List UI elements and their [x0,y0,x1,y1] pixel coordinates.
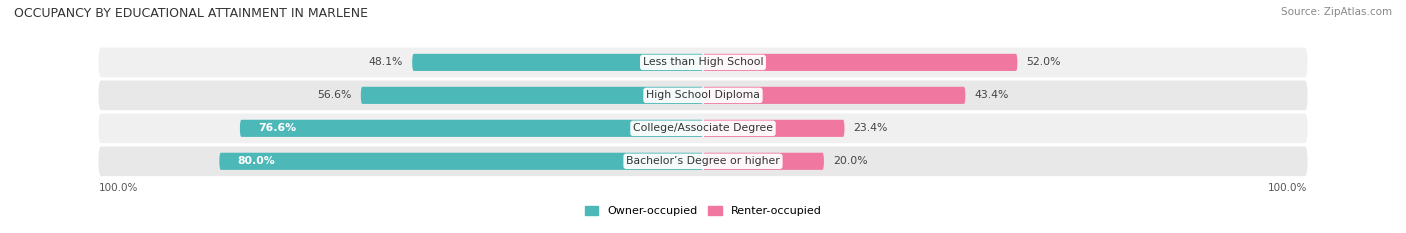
Text: 48.1%: 48.1% [368,57,404,67]
FancyBboxPatch shape [703,153,824,170]
Text: 20.0%: 20.0% [832,156,868,166]
Text: Less than High School: Less than High School [643,57,763,67]
FancyBboxPatch shape [98,48,1308,77]
Legend: Owner-occupied, Renter-occupied: Owner-occupied, Renter-occupied [581,202,825,221]
Text: High School Diploma: High School Diploma [647,90,759,100]
Text: 56.6%: 56.6% [318,90,352,100]
FancyBboxPatch shape [703,120,845,137]
Text: 100.0%: 100.0% [98,183,138,193]
Text: College/Associate Degree: College/Associate Degree [633,123,773,133]
Text: 100.0%: 100.0% [1268,183,1308,193]
FancyBboxPatch shape [703,54,1018,71]
Text: OCCUPANCY BY EDUCATIONAL ATTAINMENT IN MARLENE: OCCUPANCY BY EDUCATIONAL ATTAINMENT IN M… [14,7,368,20]
FancyBboxPatch shape [703,87,966,104]
FancyBboxPatch shape [98,113,1308,143]
Text: Source: ZipAtlas.com: Source: ZipAtlas.com [1281,7,1392,17]
Text: 80.0%: 80.0% [238,156,276,166]
FancyBboxPatch shape [240,120,703,137]
FancyBboxPatch shape [98,81,1308,110]
FancyBboxPatch shape [98,147,1308,176]
Text: 52.0%: 52.0% [1026,57,1062,67]
Text: 23.4%: 23.4% [853,123,889,133]
FancyBboxPatch shape [361,87,703,104]
FancyBboxPatch shape [219,153,703,170]
FancyBboxPatch shape [412,54,703,71]
Text: 43.4%: 43.4% [974,90,1010,100]
Text: Bachelor’s Degree or higher: Bachelor’s Degree or higher [626,156,780,166]
Text: 76.6%: 76.6% [259,123,297,133]
